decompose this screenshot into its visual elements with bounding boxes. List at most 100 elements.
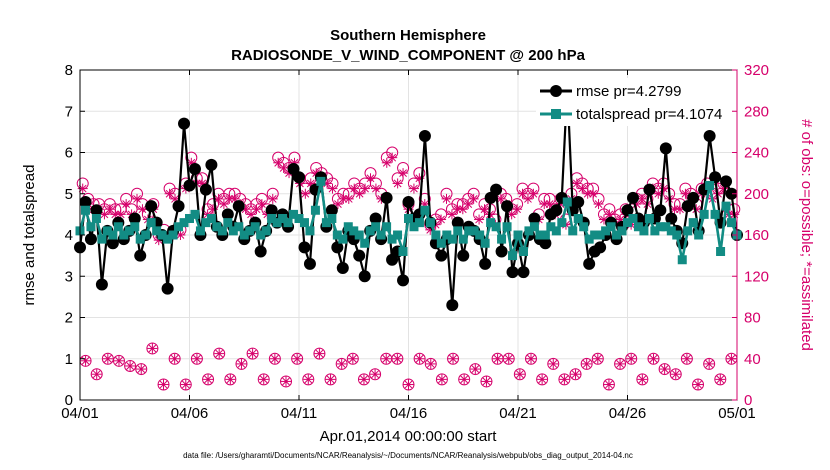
obs-assimilated-point bbox=[169, 353, 180, 364]
totalspread-point bbox=[529, 222, 539, 232]
obs-assimilated-point bbox=[659, 364, 670, 375]
rmse-point bbox=[457, 249, 470, 262]
obs-assimilated-point bbox=[648, 353, 659, 364]
obs-assimilated-stroke bbox=[469, 195, 478, 203]
totalspread-point bbox=[644, 214, 654, 223]
rmse-point bbox=[451, 216, 464, 229]
rmse-point bbox=[446, 299, 459, 312]
rmse-point bbox=[517, 266, 530, 279]
obs-assimilated-stroke bbox=[545, 200, 554, 208]
totalspread-point bbox=[393, 230, 403, 240]
obs-assimilated-point bbox=[121, 199, 132, 210]
obs-assimilated-stroke bbox=[159, 380, 168, 389]
rmse-point bbox=[621, 204, 634, 217]
obs-assimilated-stroke bbox=[694, 380, 702, 389]
obs-assimilated-stroke bbox=[382, 354, 391, 363]
obs-assimilated-stroke bbox=[198, 179, 207, 188]
obs-assimilated-stroke bbox=[126, 362, 134, 370]
totalspread-point bbox=[250, 222, 260, 232]
obs-assimilated-point bbox=[408, 183, 419, 194]
obs-possible-point bbox=[602, 378, 615, 391]
obs-assimilated-stroke bbox=[279, 164, 288, 172]
obs-assimilated-point bbox=[325, 374, 336, 385]
obs-assimilated-stroke bbox=[259, 375, 268, 384]
obs-assimilated-point bbox=[236, 358, 247, 369]
totalspread-point bbox=[650, 226, 660, 236]
totalspread-point bbox=[376, 230, 386, 240]
totalspread-point bbox=[404, 214, 413, 223]
obs-possible-point bbox=[335, 357, 348, 370]
totalspread-point bbox=[414, 218, 424, 228]
obs-assimilated-point bbox=[314, 348, 325, 359]
totalspread-point bbox=[557, 218, 567, 228]
y-tick-label: 6 bbox=[65, 145, 73, 162]
obs-assimilated-point bbox=[137, 204, 148, 215]
obs-assimilated-point bbox=[436, 214, 447, 225]
rmse-point bbox=[528, 212, 541, 225]
obs-assimilated-stroke bbox=[670, 205, 679, 214]
totalspread-point bbox=[584, 234, 594, 244]
obs-assimilated-point bbox=[125, 360, 136, 371]
totalspread-point bbox=[97, 234, 107, 244]
rmse-point bbox=[397, 274, 410, 287]
obs-assimilated-stroke bbox=[293, 354, 302, 363]
x-tick-label: 04/16 bbox=[390, 405, 428, 422]
obs-possible-point bbox=[413, 352, 426, 365]
rmse-point bbox=[90, 204, 103, 217]
totalspread-point bbox=[305, 226, 315, 236]
obs-possible-point bbox=[101, 352, 114, 365]
obs-assimilated-stroke bbox=[460, 375, 469, 384]
obs-assimilated-stroke bbox=[426, 360, 435, 368]
x-tick-label: 05/01 bbox=[718, 405, 756, 422]
totalspread-point bbox=[146, 218, 156, 228]
obs-assimilated-stroke bbox=[326, 375, 335, 384]
obs-possible-point bbox=[458, 373, 471, 386]
obs-assimilated-stroke bbox=[475, 215, 483, 224]
totalspread-point bbox=[327, 214, 337, 223]
obs-assimilated-stroke bbox=[372, 184, 380, 193]
obs-assimilated-stroke bbox=[705, 360, 714, 368]
obs-assimilated-stroke bbox=[137, 365, 146, 373]
rmse-point bbox=[178, 117, 191, 130]
obs-possible-point bbox=[636, 373, 649, 386]
y-tick-label-right: 0 bbox=[744, 392, 752, 409]
totalspread-point bbox=[80, 205, 90, 215]
obs-assimilated-point bbox=[658, 183, 669, 194]
obs-assimilated-point bbox=[347, 353, 358, 364]
totalspread-point bbox=[190, 209, 200, 219]
totalspread-point bbox=[469, 226, 479, 236]
obs-assimilated-point bbox=[448, 353, 459, 364]
obs-possible-point bbox=[135, 363, 148, 376]
totalspread-point bbox=[508, 251, 518, 261]
obs-possible-point bbox=[435, 373, 448, 386]
totalspread-point bbox=[420, 205, 430, 215]
obs-assimilated-stroke bbox=[437, 215, 445, 224]
obs-assimilated-point bbox=[693, 379, 704, 390]
obs-assimilated-stroke bbox=[527, 354, 535, 363]
obs-assimilated-point bbox=[91, 369, 102, 380]
obs-assimilated-point bbox=[548, 358, 559, 369]
obs-possible-point bbox=[291, 352, 304, 365]
totalspread-point bbox=[228, 226, 238, 236]
obs-assimilated-stroke bbox=[348, 354, 357, 363]
obs-assimilated-stroke bbox=[727, 354, 736, 363]
totalspread-point bbox=[540, 230, 550, 240]
rmse-point bbox=[720, 175, 733, 188]
legend: rmse pr=4.2799 totalspread pr=4.1074 bbox=[536, 78, 732, 126]
rmse-point bbox=[232, 200, 245, 213]
obs-possible-point bbox=[614, 357, 627, 370]
totalspread-point bbox=[234, 222, 244, 232]
totalspread-point bbox=[551, 226, 561, 236]
obs-assimilated-stroke bbox=[549, 360, 558, 368]
obs-assimilated-stroke bbox=[237, 360, 246, 368]
totalspread-point bbox=[212, 222, 222, 232]
legend-spread-marker bbox=[551, 109, 561, 119]
totalspread-point bbox=[245, 226, 255, 236]
totalspread-point bbox=[124, 226, 134, 236]
totalspread-point bbox=[354, 230, 364, 240]
totalspread-point bbox=[595, 230, 605, 240]
obs-assimilated-point bbox=[514, 369, 525, 380]
totalspread-point bbox=[617, 226, 627, 236]
obs-assimilated-stroke bbox=[649, 354, 658, 363]
obs-assimilated-stroke bbox=[344, 195, 353, 203]
